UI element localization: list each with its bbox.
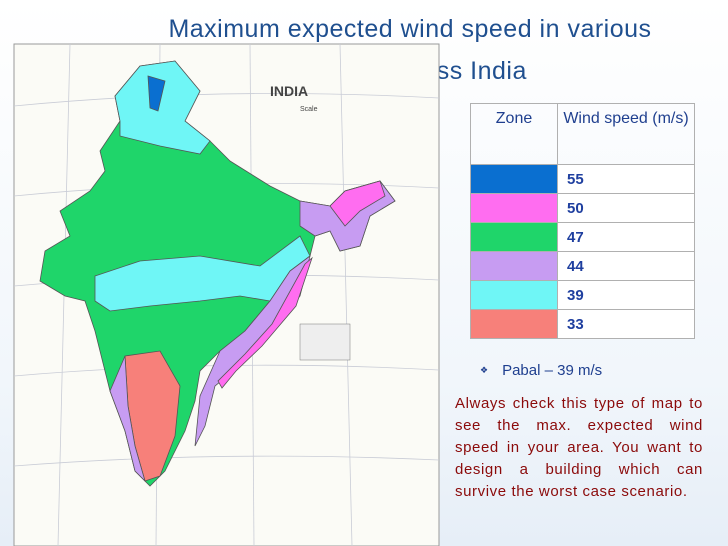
bullet-note: ❖ Pabal – 39 m/s [480,362,602,379]
zone-color [470,222,558,252]
table-row: 55 [470,164,695,194]
map-title: INDIA [270,83,308,99]
wind-speed: 33 [557,309,695,339]
india-wind-map: INDIA Scale [13,43,440,546]
table-row: 39 [470,280,695,310]
table-row: 50 [470,193,695,223]
wind-speed: 55 [557,164,695,194]
map-legend [299,323,351,361]
table-header: Zone Wind speed (m/s) [470,103,695,165]
bullet-icon: ❖ [480,365,489,375]
wind-speed: 47 [557,222,695,252]
zone-color [470,280,558,310]
note-text: Pabal – 39 m/s [502,362,603,379]
map-regions [39,60,396,487]
table-body: 55 50 47 44 39 33 [470,164,695,339]
zone-color [470,193,558,223]
map-scale-label: Scale [300,106,318,113]
zone-color [470,309,558,339]
wind-speed: 44 [557,251,695,281]
header-cell: Zone [470,103,558,165]
paragraph: Always check this type of map to see the… [455,395,703,500]
zone-color [470,164,558,194]
table-row: 44 [470,251,695,281]
table-row: 33 [470,309,695,339]
table-row: 47 [470,222,695,252]
wind-speed: 50 [557,193,695,223]
zone-color [470,251,558,281]
wind-zone-table: Zone Wind speed (m/s) 55 50 47 44 39 33 [470,103,695,339]
wind-speed: 39 [557,280,695,310]
header-cell: Wind speed (m/s) [557,103,695,165]
